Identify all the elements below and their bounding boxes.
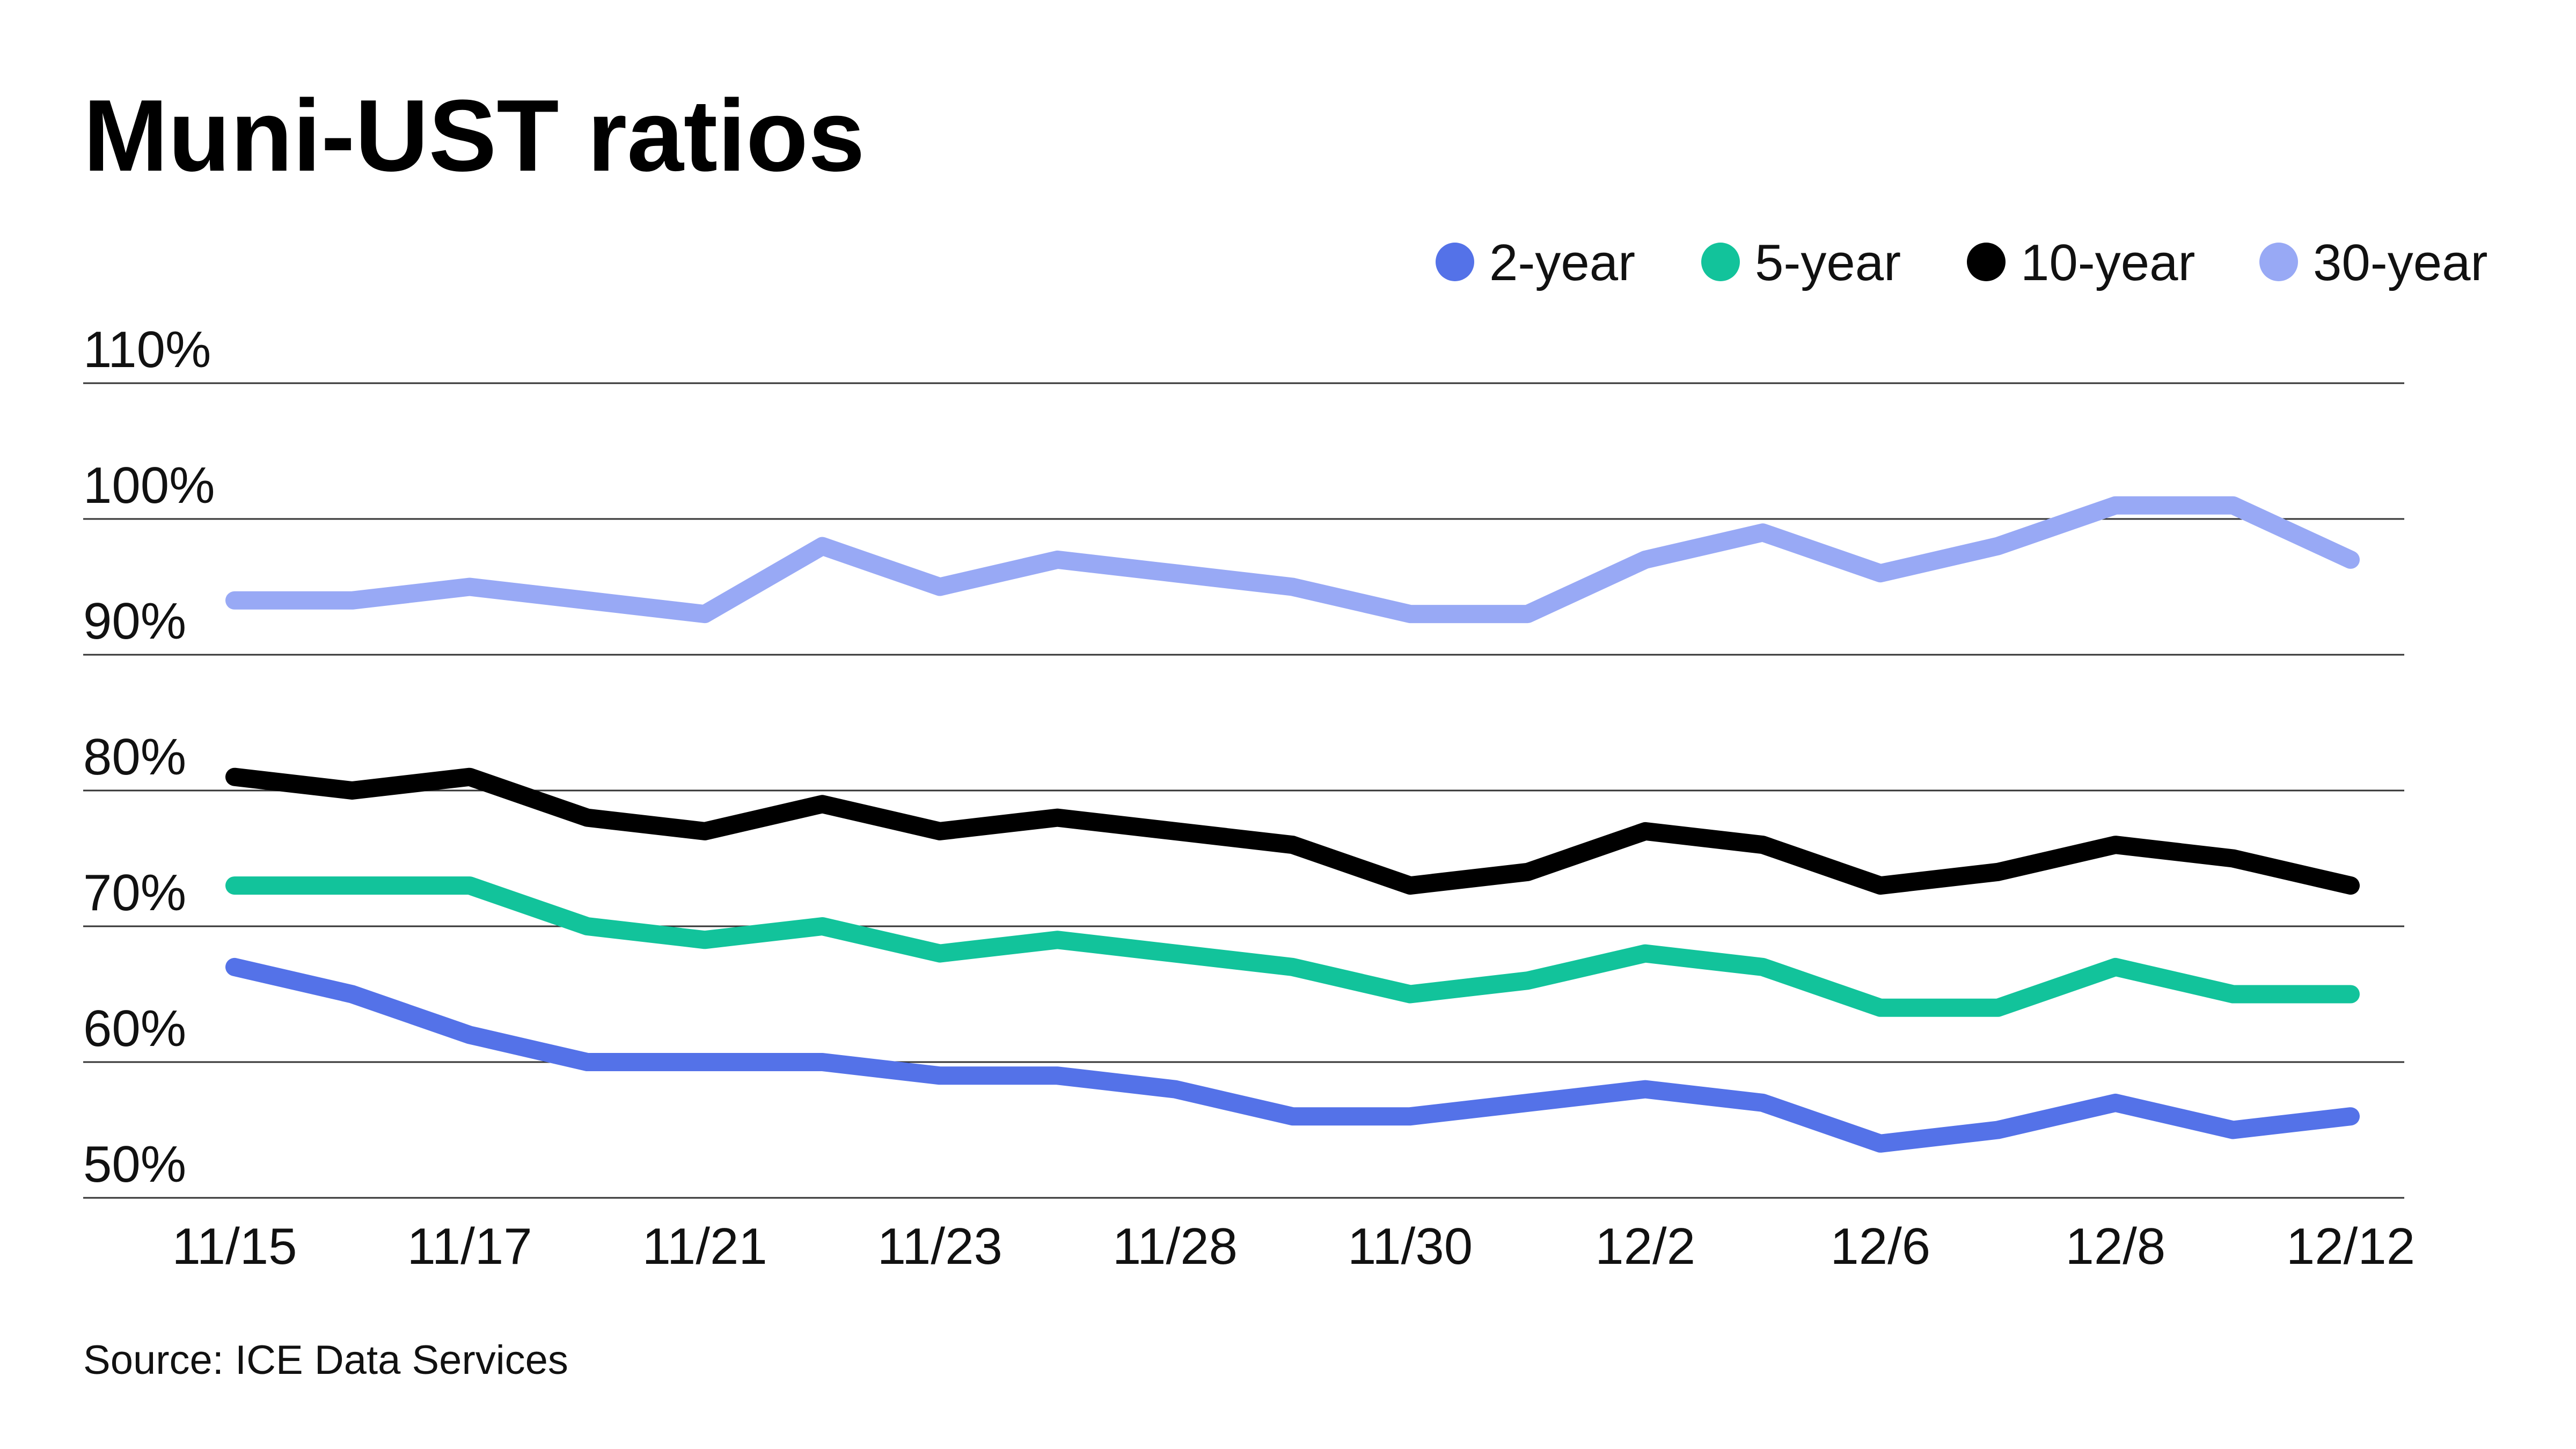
- x-tick-label: 11/28: [1113, 1218, 1238, 1275]
- legend-marker-2-year: [1436, 243, 1474, 281]
- x-tick-label: 12/6: [1830, 1218, 1930, 1275]
- series-lines: [225, 496, 2360, 1153]
- x-tick-label: 11/30: [1348, 1218, 1473, 1275]
- y-tick-label: 90%: [83, 592, 186, 650]
- series-line-2-year: [225, 957, 2360, 1153]
- x-tick-label: 12/12: [2286, 1218, 2415, 1275]
- x-tick-label: 12/2: [1595, 1218, 1695, 1275]
- series-line-5-year: [225, 876, 2360, 1017]
- legend-marker-10-year: [1967, 243, 2006, 281]
- legend-marker-30-year: [2259, 243, 2298, 281]
- series-line-10-year: [225, 767, 2360, 895]
- x-axis-ticks: 11/15 11/17 11/21 11/23 11/28 11/30 12/2 12/6 12…: [172, 1218, 2415, 1275]
- source-note: Source: ICE Data Services: [83, 1337, 568, 1383]
- y-tick-label: 70%: [83, 864, 186, 921]
- y-axis-ticks: 110% 100% 90% 80% 70% 60% 50%: [83, 321, 215, 1193]
- x-tick-label: 12/8: [2065, 1218, 2165, 1275]
- y-tick-label: 80%: [83, 728, 186, 786]
- legend-label-30-year: 30-year: [2313, 234, 2488, 291]
- x-tick-label: 11/17: [407, 1218, 532, 1275]
- y-tick-label: 100%: [83, 457, 215, 514]
- gridlines: [83, 382, 2404, 1199]
- x-tick-label: 11/23: [877, 1218, 1002, 1275]
- chart-title: Muni-UST ratios: [83, 79, 865, 193]
- x-tick-label: 11/15: [172, 1218, 297, 1275]
- legend: 2-year 5-year 10-year 30-year: [1436, 234, 2488, 291]
- legend-label-2-year: 2-year: [1489, 234, 1635, 291]
- y-tick-label: 110%: [83, 321, 211, 378]
- y-tick-label: 60%: [83, 1000, 186, 1057]
- legend-marker-5-year: [1701, 243, 1740, 281]
- legend-label-10-year: 10-year: [2021, 234, 2196, 291]
- legend-label-5-year: 5-year: [1755, 234, 1901, 291]
- y-tick-label: 50%: [83, 1136, 186, 1193]
- x-tick-label: 11/21: [642, 1218, 767, 1275]
- series-line-30-year: [225, 496, 2360, 624]
